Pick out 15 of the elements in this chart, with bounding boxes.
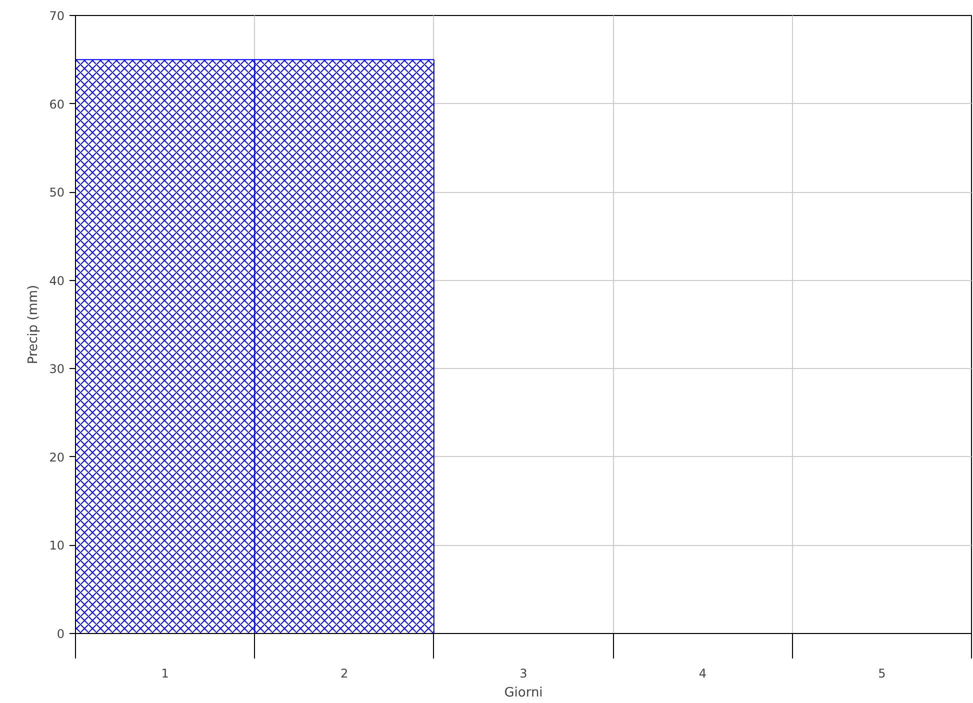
y-tick-label: 30 [49, 362, 65, 376]
x-tick-label: 2 [340, 666, 348, 680]
y-tick-label: 70 [49, 9, 65, 23]
y-axis-title: Precip (mm) [26, 284, 42, 364]
y-tick-label: 40 [49, 274, 65, 288]
x-tick-label: 3 [520, 666, 528, 680]
y-tick-label: 50 [49, 186, 65, 200]
y-tick-label: 10 [49, 538, 65, 553]
x-tick-label: 4 [698, 666, 707, 680]
y-tick-label: 60 [49, 97, 65, 112]
y-tick-label: 20 [49, 450, 65, 464]
x-axis-title: Giorni [504, 686, 543, 700]
x-tick-label: 1 [161, 666, 169, 680]
y-tick-label: 0 [56, 627, 65, 641]
x-tick-label: 5 [878, 666, 886, 680]
